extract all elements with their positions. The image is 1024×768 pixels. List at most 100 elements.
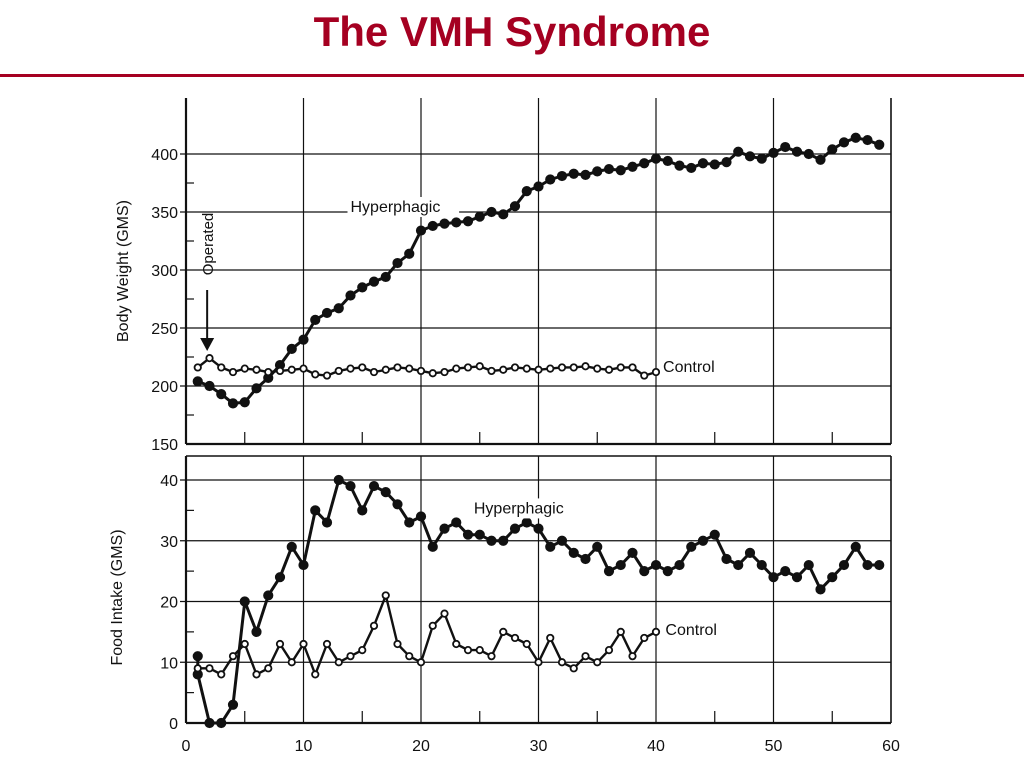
data-point (498, 209, 509, 220)
series-label: Hyperphagic (474, 500, 564, 517)
data-point (333, 303, 344, 314)
data-point (405, 652, 414, 661)
data-point (204, 717, 215, 729)
data-point (639, 158, 650, 169)
data-point (780, 566, 791, 577)
data-point (640, 633, 649, 643)
data-point (427, 220, 438, 232)
x-tick-label: 50 (765, 738, 783, 755)
data-point (368, 480, 380, 492)
data-point (392, 499, 403, 510)
data-point (581, 362, 590, 371)
data-point (192, 651, 203, 662)
data-point (416, 366, 426, 376)
data-point (217, 670, 226, 679)
data-point (216, 389, 227, 400)
data-point (827, 144, 838, 155)
data-point (381, 591, 390, 600)
data-point (227, 699, 239, 710)
data-point (674, 559, 685, 571)
data-point (227, 398, 239, 409)
data-point (780, 141, 791, 153)
y-tick-label: 20 (160, 595, 178, 612)
data-point (474, 529, 485, 540)
data-point (662, 566, 673, 577)
data-point (593, 658, 602, 667)
data-point (487, 366, 496, 376)
y-axis-label: Body Weight (GMS) (115, 200, 132, 342)
data-point (299, 639, 308, 649)
data-point (217, 363, 226, 372)
data-point (662, 155, 673, 167)
data-point (509, 523, 521, 534)
data-point (286, 343, 297, 354)
data-point (604, 365, 614, 374)
data-point (415, 225, 427, 236)
data-point (439, 523, 450, 534)
data-point (615, 559, 626, 571)
data-point (452, 639, 461, 649)
data-point (451, 517, 462, 528)
data-point (815, 154, 826, 165)
series-hyperphagic: Hyperphagic (192, 132, 885, 409)
data-point (346, 652, 355, 661)
data-point (697, 535, 709, 546)
data-point (674, 160, 685, 171)
data-point (592, 166, 603, 177)
data-point (581, 652, 590, 661)
data-point (604, 645, 614, 655)
data-point (499, 627, 508, 636)
data-point (733, 146, 744, 157)
data-point (556, 535, 568, 546)
data-point (874, 139, 885, 150)
panel-food-intake: 0 10 20 30 40 Food Intake (GMS) 0 10 20 30 40 50 60 H… (109, 455, 900, 755)
y-axis-label: Food Intake (GMS) (109, 529, 126, 665)
data-point (475, 362, 484, 371)
data-point (358, 645, 367, 655)
operated-annotation: Operated (200, 213, 217, 351)
data-point (498, 535, 509, 546)
data-point (346, 364, 355, 373)
data-point (239, 596, 250, 607)
series-line (197, 594, 657, 676)
data-point (462, 216, 474, 227)
data-point (686, 162, 697, 174)
series-label-bg (662, 619, 736, 640)
data-point (803, 559, 814, 571)
data-point (616, 363, 625, 372)
data-point (334, 658, 343, 667)
data-point (263, 590, 274, 601)
data-point (545, 174, 556, 185)
data-point (192, 376, 203, 387)
data-point (286, 541, 297, 552)
data-point (298, 334, 309, 345)
data-point (392, 257, 403, 269)
x-tick-label: 0 (182, 738, 191, 755)
series-label: Control (665, 622, 717, 639)
data-point (580, 553, 591, 565)
series-label-bg (660, 357, 734, 378)
data-point (521, 186, 532, 197)
data-point (463, 645, 473, 655)
data-point (474, 211, 485, 222)
data-point (603, 163, 615, 175)
data-point (615, 165, 626, 176)
x-tick-label: 20 (412, 738, 430, 755)
data-point (428, 621, 437, 630)
data-point (546, 364, 555, 373)
data-point (510, 363, 520, 372)
data-point (452, 364, 461, 373)
data-point (380, 487, 391, 498)
slide-title: The VMH Syndrome (313, 8, 711, 55)
data-point (593, 364, 602, 373)
data-point (546, 633, 555, 643)
data-point (228, 367, 238, 377)
data-point (358, 363, 367, 372)
series-label: Control (663, 359, 715, 376)
data-point (628, 652, 637, 661)
data-point (264, 664, 273, 673)
y-tick-label: 250 (151, 321, 178, 338)
data-point (768, 572, 779, 583)
data-point (521, 517, 532, 528)
